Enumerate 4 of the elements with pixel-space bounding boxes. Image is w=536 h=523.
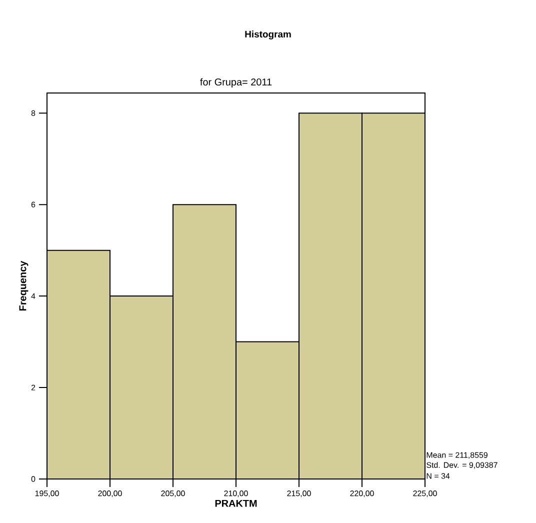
- x-axis-title: PRAKTM: [215, 500, 257, 507]
- chart-subtitle: for Grupa= 2011: [200, 78, 272, 88]
- y-axis-title: Frequency: [19, 260, 28, 311]
- chart-title: Histogram: [245, 30, 291, 40]
